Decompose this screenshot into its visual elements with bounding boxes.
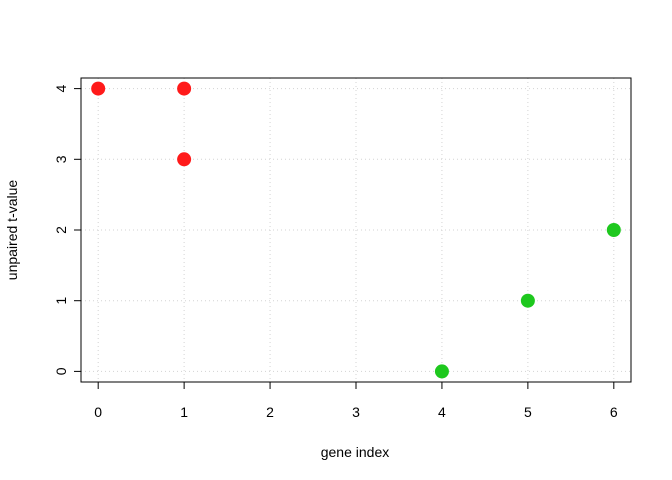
y-axis: 0 1 2 3 4: [53, 85, 82, 375]
x-tick-label: 5: [524, 404, 532, 420]
data-point: [177, 152, 192, 167]
grid: [81, 78, 631, 382]
x-tick-label: 4: [438, 404, 446, 420]
data-point: [434, 364, 449, 379]
x-tick-label: 3: [352, 404, 360, 420]
data-point: [606, 223, 621, 237]
y-tick-label: 3: [53, 155, 69, 163]
y-axis-title: unpaired t-value: [4, 180, 20, 281]
x-axis: 0 1 2 3 4 5 6: [94, 381, 618, 420]
y-tick-label: 4: [53, 85, 69, 93]
data-point: [177, 81, 192, 96]
data-point: [91, 81, 106, 96]
data-point: [520, 293, 535, 308]
x-axis-title: gene index: [321, 444, 390, 460]
y-tick-label: 2: [53, 226, 69, 234]
x-tick-label: 0: [94, 404, 102, 420]
x-tick-label: 1: [180, 404, 188, 420]
data-points: [91, 81, 621, 379]
y-tick-label: 0: [53, 367, 69, 375]
x-tick-label: 2: [266, 404, 274, 420]
x-tick-label: 6: [610, 404, 618, 420]
y-tick-label: 1: [53, 297, 69, 305]
